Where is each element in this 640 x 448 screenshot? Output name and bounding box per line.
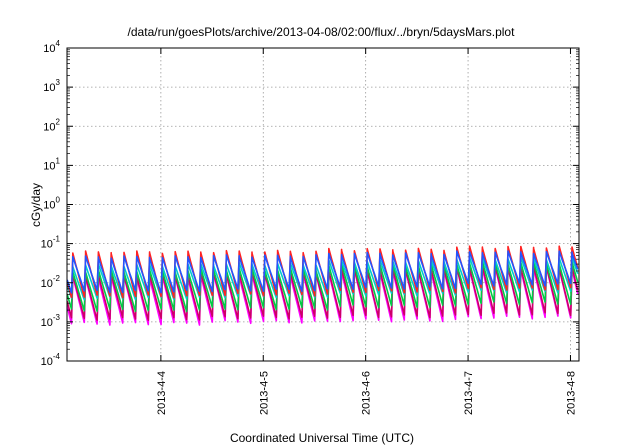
y-axis-label: cGy/day [29, 183, 43, 227]
series-line [66, 260, 579, 313]
y-tick-label: 10-3 [41, 313, 61, 329]
series-line [66, 250, 579, 294]
y-tick-label: 101 [43, 156, 60, 172]
x-tick-label: 2013-4-6 [361, 371, 373, 415]
x-axis: 2013-4-4 2013-4-5 2013-4-6 2013-4-7 2013-4-8 [156, 48, 577, 415]
y-axis: 10-4 10-3 10-2 10-1 100 101 102 103 104 [41, 39, 579, 368]
x-axis-label: Coordinated Universal Time (UTC) [230, 431, 414, 445]
y-tick-label: 100 [43, 196, 60, 212]
x-tick-label: 2013-4-7 [463, 371, 475, 415]
chart-title: /data/run/goesPlots/archive/2013-04-08/0… [128, 25, 516, 39]
y-tick-label: 10-4 [41, 352, 61, 368]
series-line [66, 264, 579, 321]
y-tick-label: 10-1 [41, 235, 61, 251]
y-tick-label: 102 [43, 117, 60, 133]
grid [67, 48, 579, 361]
x-tick-label: 2013-4-8 [565, 371, 577, 415]
x-tick-label: 2013-4-4 [156, 371, 168, 415]
x-tick-label: 2013-4-5 [258, 371, 270, 415]
y-tick-label: 10-2 [41, 274, 61, 290]
series-group [66, 245, 579, 326]
y-tick-label: 103 [43, 78, 60, 94]
y-tick-label: 104 [43, 39, 60, 55]
